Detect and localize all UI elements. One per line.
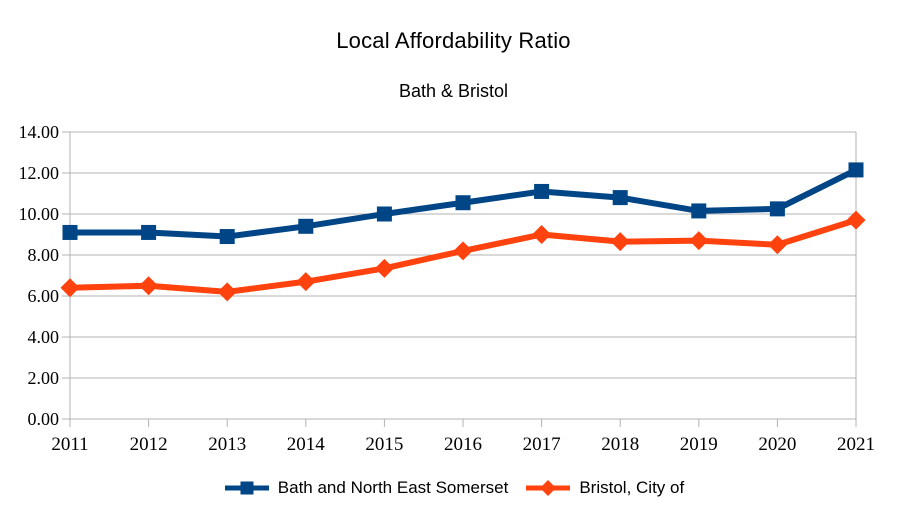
data-point-marker	[298, 218, 314, 234]
data-point-marker	[374, 258, 394, 278]
data-point-marker	[141, 224, 157, 240]
chart-subtitle: Bath & Bristol	[398, 81, 509, 101]
data-point-marker	[455, 195, 471, 211]
legend-label: Bath and North East Somerset	[277, 478, 509, 497]
y-axis-label: 12.00	[19, 163, 60, 183]
legend-label: Bristol, City of	[579, 478, 685, 497]
chart-title: Local Affordability Ratio	[336, 28, 571, 53]
legend: Bath and North East Somerset Bristol, Ci…	[0, 477, 907, 499]
x-axis-label: 2015	[365, 434, 403, 455]
x-axis-label: 2011	[51, 434, 88, 455]
y-axis-label: 8.00	[28, 245, 60, 265]
y-axis-label: 0.00	[28, 409, 60, 429]
legend-item-bristol-city-of: Bristol, City of	[524, 477, 684, 499]
legend-diamond-marker-icon	[524, 477, 572, 499]
x-axis-label: 2018	[601, 434, 639, 455]
data-point-marker	[217, 282, 237, 302]
x-axis-label: 2017	[523, 434, 561, 455]
legend-square-marker-icon	[223, 477, 271, 499]
data-point-marker	[767, 235, 787, 255]
x-axis-label: 2019	[680, 434, 718, 455]
data-point-marker	[532, 225, 552, 244]
x-axis-label: 2012	[130, 434, 168, 455]
y-axis-label: 6.00	[28, 286, 60, 306]
y-axis-label: 2.00	[28, 368, 60, 388]
data-point-marker	[846, 210, 866, 230]
data-point-marker	[610, 232, 630, 252]
legend-item-bath-and-north-east-somerset: Bath and North East Somerset	[223, 477, 509, 499]
x-axis-label: 2013	[208, 434, 246, 455]
data-point-marker	[62, 224, 78, 240]
x-axis-label: 2014	[287, 434, 326, 455]
x-axis-label: 2021	[837, 434, 875, 455]
data-point-marker	[691, 203, 707, 219]
data-point-marker	[296, 272, 316, 292]
data-point-marker	[60, 278, 80, 298]
x-axis-label: 2016	[444, 434, 482, 455]
data-point-marker	[612, 190, 628, 206]
data-point-marker	[453, 241, 473, 261]
data-point-marker	[534, 183, 550, 199]
data-point-marker	[769, 201, 785, 217]
data-point-marker	[848, 162, 864, 178]
y-axis-label: 4.00	[28, 327, 60, 347]
data-point-marker	[219, 229, 235, 245]
data-point-marker	[139, 276, 159, 296]
x-axis-label: 2020	[758, 434, 796, 455]
data-point-marker	[689, 231, 709, 251]
data-point-marker	[376, 206, 392, 222]
y-axis-label: 14.00	[19, 122, 60, 142]
y-axis-label: 10.00	[19, 204, 60, 224]
